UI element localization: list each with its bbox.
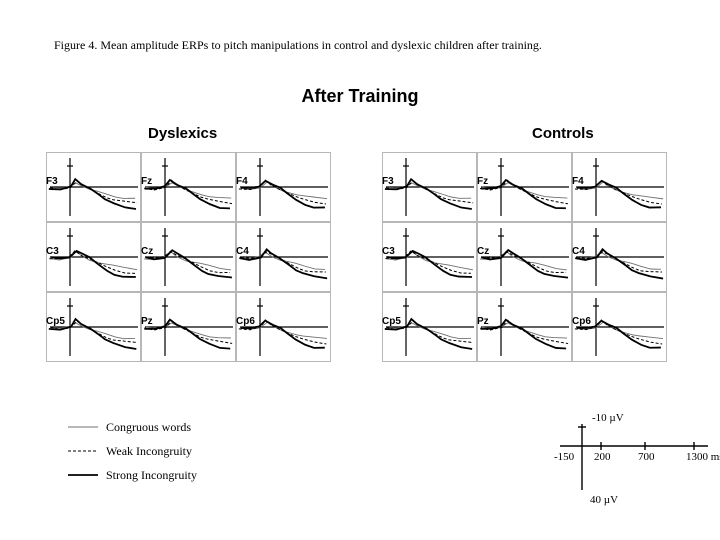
grid-controls: F3 Fz F4 C3 [382,152,672,362]
electrode-label: Cz [477,246,489,257]
scale-axes: -10 µV -150 200 700 1300 ms 40 µV [538,416,720,496]
electrode-label: Cp6 [572,316,591,327]
electrode-label: F3 [382,176,394,187]
erp-panel-C4: C4 [572,222,667,292]
legend-item: Weak Incongruity [68,444,197,458]
erp-panel-F4: F4 [572,152,667,222]
legend-label: Congruous words [106,420,191,435]
scale-x-2: 700 [638,451,655,463]
erp-panel-Cp6: Cp6 [572,292,667,362]
erp-row: F3 Fz F4 [46,152,336,222]
scale-x-0: -150 [554,451,574,463]
electrode-label: Cz [141,246,153,257]
erp-panel-F3: F3 [46,152,141,222]
erp-panel-F4: F4 [236,152,331,222]
electrode-label: C4 [236,246,249,257]
legend-swatch-dashed [68,445,98,457]
erp-panel-Cz: Cz [141,222,236,292]
erp-panel-C3: C3 [382,222,477,292]
electrode-label: F3 [46,176,58,187]
erp-panel-Pz: Pz [477,292,572,362]
electrode-label: Fz [141,176,152,187]
erp-row: C3 Cz C4 [46,222,336,292]
erp-row: F3 Fz F4 [382,152,672,222]
erp-panel-Pz: Pz [141,292,236,362]
erp-row: Cp5 Pz Cp6 [46,292,336,362]
legend: Congruous words Weak Incongruity Strong … [68,420,197,492]
erp-panel-Fz: Fz [141,152,236,222]
erp-panel-C4: C4 [236,222,331,292]
erp-panel-Fz: Fz [477,152,572,222]
erp-panel-Cp5: Cp5 [46,292,141,362]
scale-bottom-label: 40 µV [590,494,618,506]
electrode-label: Pz [477,316,489,327]
scale-top-label: -10 µV [592,412,624,424]
electrode-label: C4 [572,246,585,257]
scale-x-1: 200 [594,451,611,463]
legend-label: Strong Incongruity [106,468,197,483]
legend-swatch-thick-solid [68,469,98,481]
erp-row: C3 Cz C4 [382,222,672,292]
group-title-dyslexics: Dyslexics [148,125,217,142]
erp-panel-F3: F3 [382,152,477,222]
erp-row: Cp5 Pz Cp6 [382,292,672,362]
electrode-label: Pz [141,316,153,327]
electrode-label: F4 [236,176,248,187]
erp-panel-C3: C3 [46,222,141,292]
legend-item: Congruous words [68,420,197,434]
scale-x-3: 1300 ms [686,451,720,463]
figure-caption: Figure 4. Mean amplitude ERPs to pitch m… [54,38,542,53]
group-title-controls: Controls [532,125,594,142]
grid-dyslexics: F3 Fz F4 C3 [46,152,336,362]
electrode-label: Cp6 [236,316,255,327]
erp-panel-Cp5: Cp5 [382,292,477,362]
electrode-label: C3 [46,246,59,257]
legend-swatch-thin-solid [68,421,98,433]
main-title: After Training [0,86,720,107]
erp-panel-Cp6: Cp6 [236,292,331,362]
electrode-label: F4 [572,176,584,187]
legend-item: Strong Incongruity [68,468,197,482]
electrode-label: Fz [477,176,488,187]
electrode-label: Cp5 [382,316,401,327]
erp-panel-Cz: Cz [477,222,572,292]
legend-label: Weak Incongruity [106,444,192,459]
electrode-label: Cp5 [46,316,65,327]
electrode-label: C3 [382,246,395,257]
